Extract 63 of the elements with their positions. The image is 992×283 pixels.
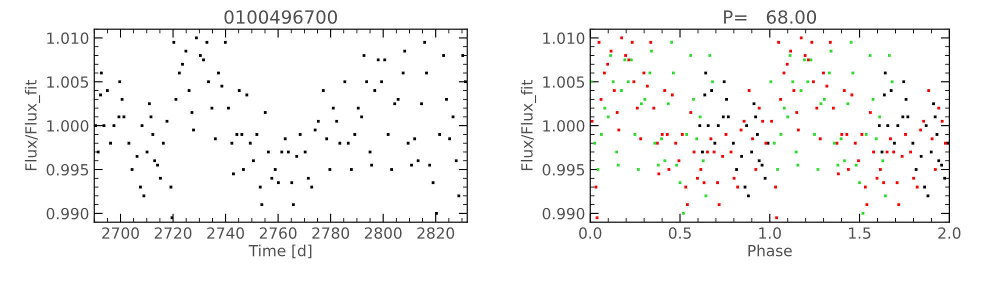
point (760, 164, 764, 167)
point (901, 115, 904, 118)
y-tick-label: 1.010 (543, 32, 584, 44)
y-tick-label: 1.000 (543, 120, 584, 132)
point (930, 150, 933, 154)
point (893, 142, 896, 145)
chart-title: 0100496700 (224, 10, 337, 24)
x-tick-label: 2780 (312, 227, 350, 239)
point (747, 194, 750, 198)
y-tick-label: 1.005 (47, 76, 88, 88)
x-axis-title: Time [d] (248, 244, 312, 258)
point (764, 176, 767, 180)
point (932, 102, 935, 106)
y-axis-title: Flux/Flux_fit (520, 80, 536, 170)
point (904, 98, 908, 101)
point (882, 94, 886, 96)
point (880, 150, 884, 154)
point (940, 164, 944, 167)
point (912, 142, 914, 145)
y-tick-label: 1.010 (47, 32, 88, 44)
y-axis-title: Flux/Flux_fit (24, 80, 40, 170)
point (725, 98, 728, 101)
x-axis-title: Phase (748, 244, 792, 256)
y-tick-label: 0.995 (46, 164, 88, 176)
point (722, 115, 725, 118)
point (744, 186, 746, 188)
point (745, 124, 748, 128)
point (750, 150, 754, 154)
x-tick-label: 0.5 (668, 227, 691, 239)
x-tick-label: 2760 (260, 227, 297, 239)
y-tick-label: 1.005 (543, 76, 584, 88)
y-tick-label: 0.995 (542, 164, 584, 176)
x-tick-label: 0.0 (579, 227, 602, 239)
point (740, 154, 743, 158)
x-tick-label: 2720 (154, 227, 192, 239)
point (934, 115, 937, 118)
y-tick-label: 1.000 (47, 120, 88, 132)
point (735, 168, 738, 171)
point (754, 115, 757, 118)
y-tick-label: 0.990 (46, 208, 88, 220)
point (890, 89, 893, 92)
point (926, 194, 930, 198)
x-tick-label: 2.0 (938, 227, 960, 239)
point (703, 94, 706, 96)
point (752, 102, 756, 106)
point (906, 115, 910, 118)
y-tick-label: 0.990 (542, 208, 584, 220)
x-tick-label: 2700 (102, 227, 139, 239)
point (756, 133, 759, 136)
point (936, 133, 938, 136)
point (704, 72, 708, 74)
chart-title: P= 68.00 (724, 10, 816, 24)
x-tick-label: 2820 (417, 227, 454, 239)
point (884, 72, 887, 74)
x-tick-label: 2800 (364, 227, 402, 239)
x-tick-label: 2740 (207, 227, 244, 239)
point (726, 115, 730, 118)
point (914, 168, 918, 171)
x-tick-label: 1.0 (759, 227, 781, 239)
point (701, 150, 704, 154)
x-tick-label: 1.5 (849, 227, 870, 239)
point (923, 186, 926, 188)
point (710, 89, 714, 92)
